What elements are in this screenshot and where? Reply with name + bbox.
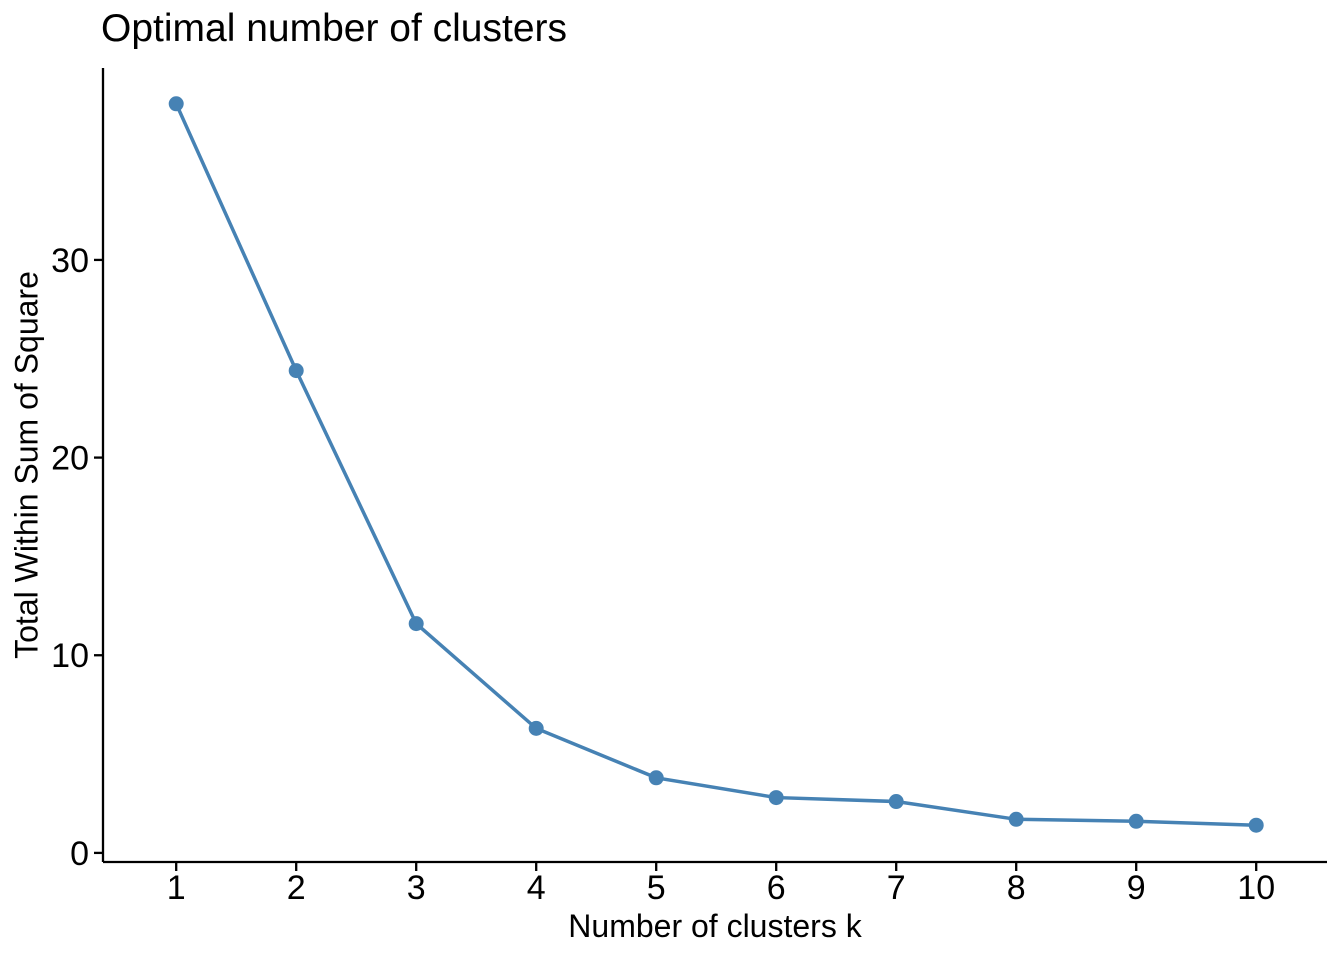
x-tick-label: 10 (1237, 869, 1275, 907)
x-tick-label: 1 (167, 869, 186, 907)
x-tick-label: 2 (287, 869, 306, 907)
axes (101, 68, 1327, 864)
x-tick-label: 6 (767, 869, 786, 907)
data-point-k10 (1248, 817, 1264, 833)
y-tick-label: 30 (51, 242, 89, 280)
data-point-k5 (648, 770, 664, 786)
y-tick-label: 20 (51, 440, 89, 478)
data-point-k7 (888, 794, 904, 810)
data-point-k2 (288, 363, 304, 379)
data-point-k1 (168, 96, 184, 112)
x-tick-label: 3 (407, 869, 426, 907)
wss-line (174, 103, 1257, 827)
data-point-k9 (1128, 813, 1144, 829)
x-tick-label: 8 (1007, 869, 1026, 907)
x-tick-label: 9 (1127, 869, 1146, 907)
x-tick-label: 7 (887, 869, 906, 907)
data-point-k6 (768, 790, 784, 806)
data-point-k8 (1008, 811, 1024, 827)
data-point-k4 (528, 720, 544, 736)
x-tick-label: 4 (527, 869, 546, 907)
y-tick-label: 0 (70, 835, 89, 873)
axis-ticks: 1 2 3 4 5 6 7 8 9 10 0 10 20 30 (51, 242, 1275, 907)
data-point-k3 (408, 616, 424, 632)
y-axis-label: Total Within Sum of Square (8, 271, 45, 659)
x-axis-label: Number of clusters k (568, 908, 862, 944)
chart-title: Optimal number of clusters (101, 7, 568, 50)
x-tick-label: 5 (647, 869, 666, 907)
y-tick-label: 10 (51, 637, 89, 675)
line-series (168, 96, 1264, 833)
